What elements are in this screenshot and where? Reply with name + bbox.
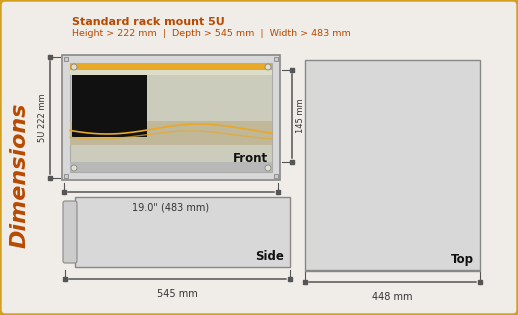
Bar xyxy=(70,70,272,75)
Bar xyxy=(64,174,68,178)
Circle shape xyxy=(265,165,271,171)
Bar xyxy=(70,121,272,145)
Bar xyxy=(274,57,278,61)
Bar xyxy=(62,55,280,180)
Bar xyxy=(70,63,272,70)
Text: 448 mm: 448 mm xyxy=(372,292,413,302)
Text: Side: Side xyxy=(255,250,284,264)
Circle shape xyxy=(265,64,271,70)
Bar xyxy=(70,162,272,172)
Circle shape xyxy=(71,165,77,171)
Text: Standard rack mount 5U: Standard rack mount 5U xyxy=(72,17,225,27)
Bar xyxy=(72,75,147,137)
FancyBboxPatch shape xyxy=(63,201,77,263)
Text: Top: Top xyxy=(451,254,474,266)
Circle shape xyxy=(71,64,77,70)
Text: Dimensions: Dimensions xyxy=(10,102,30,248)
Text: 545 mm: 545 mm xyxy=(157,289,198,299)
Text: 5U 222 mm: 5U 222 mm xyxy=(38,93,47,142)
Bar xyxy=(75,197,290,267)
Bar xyxy=(305,60,480,270)
Text: Height > 222 mm  |  Depth > 545 mm  |  Width > 483 mm: Height > 222 mm | Depth > 545 mm | Width… xyxy=(72,29,351,38)
Text: 145 mm: 145 mm xyxy=(296,99,305,133)
Text: Front: Front xyxy=(233,152,268,164)
Bar xyxy=(70,63,272,172)
Bar xyxy=(64,57,68,61)
Text: 19.0" (483 mm): 19.0" (483 mm) xyxy=(133,202,210,212)
Bar xyxy=(274,174,278,178)
